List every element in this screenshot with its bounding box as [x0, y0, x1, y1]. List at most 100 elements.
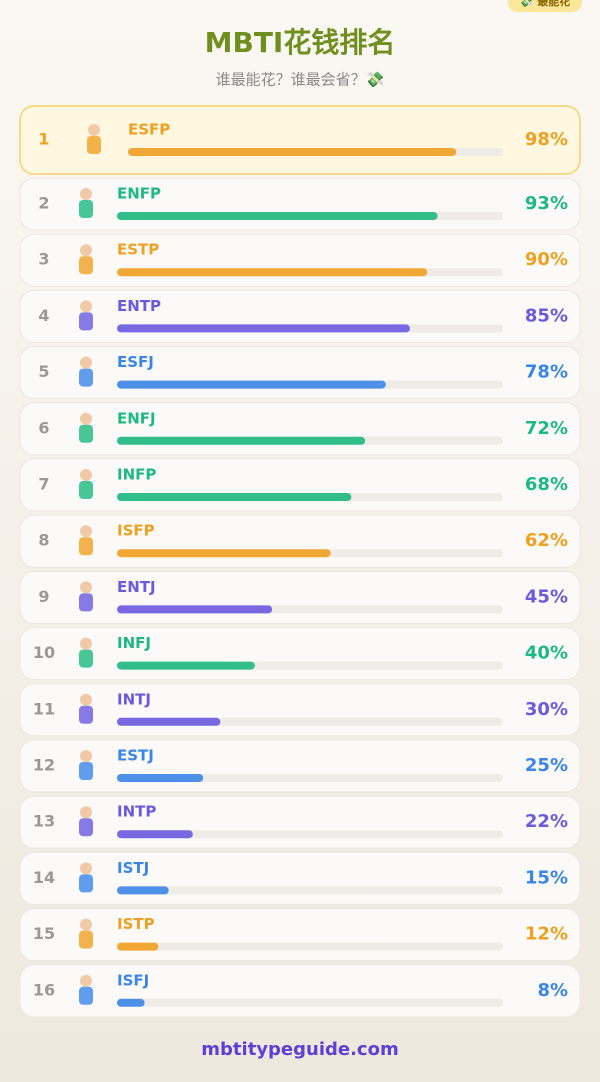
type-name: ISFP [117, 522, 155, 540]
chart-title: MBTI花钱排名 [205, 26, 396, 59]
avatar-body [79, 762, 93, 780]
rank: 13 [33, 812, 55, 831]
avatar-body [79, 368, 93, 387]
avatar-body [79, 537, 93, 556]
bar [117, 942, 159, 951]
avatar-head [80, 637, 92, 650]
avatar-body [79, 593, 93, 612]
value-label: 62% [525, 530, 568, 551]
rank: 14 [33, 868, 55, 887]
value-label: 68% [525, 474, 568, 495]
avatar-body [79, 705, 93, 724]
rank: 2 [38, 194, 49, 213]
type-name: ESFJ [117, 353, 154, 371]
avatar-head [80, 244, 92, 257]
avatar-head [80, 356, 92, 369]
type-name: INTJ [117, 690, 151, 708]
value-label: 78% [525, 362, 568, 383]
bar [117, 212, 438, 220]
bar-track [117, 886, 503, 895]
value-label: 45% [525, 586, 568, 607]
bar [128, 148, 457, 156]
row-card [19, 346, 581, 400]
avatar-head [80, 918, 92, 931]
bar [117, 493, 352, 501]
rank: 4 [38, 306, 49, 325]
avatar-head [80, 525, 92, 538]
bar [117, 717, 221, 726]
avatar-body [79, 874, 93, 893]
type-name: ENFP [117, 185, 161, 203]
value-label: 93% [525, 193, 568, 214]
avatar-head [80, 412, 92, 425]
avatar-body [79, 256, 93, 275]
rank: 8 [38, 531, 49, 550]
avatar-body [79, 481, 93, 499]
type-name: INFJ [117, 634, 151, 652]
type-name: ISTP [117, 915, 155, 933]
type-name: ENTJ [117, 578, 156, 596]
avatar-head [88, 124, 100, 136]
value-label: 30% [525, 699, 568, 720]
bar [117, 549, 331, 558]
rank: 12 [33, 756, 55, 775]
type-name: ISFJ [117, 971, 149, 989]
value-label: 72% [525, 418, 568, 439]
avatar-head [80, 974, 92, 987]
avatar-head [80, 300, 92, 313]
row-card [19, 233, 581, 287]
rank: 9 [38, 587, 49, 606]
value-label: 40% [525, 643, 568, 664]
bar-track [117, 774, 503, 782]
avatar-body [87, 136, 101, 154]
value-label: 12% [525, 924, 568, 945]
bar [117, 436, 366, 445]
bar [117, 661, 255, 670]
bar [117, 324, 410, 333]
row-card [19, 795, 581, 849]
avatar-head [80, 806, 92, 819]
avatar-head [80, 862, 92, 875]
bar [117, 830, 193, 839]
bar [117, 998, 145, 1007]
value-label: 8% [537, 980, 568, 1001]
type-name: ENFJ [117, 409, 156, 427]
rank: 1 [38, 130, 49, 149]
row-card [19, 739, 581, 793]
row-card [19, 851, 581, 905]
row-card [19, 964, 581, 1018]
type-name: ESFP [128, 121, 170, 139]
row-card [19, 289, 581, 343]
bar [117, 380, 386, 389]
value-label: 90% [525, 249, 568, 270]
rank: 11 [33, 699, 55, 718]
value-label: 15% [525, 867, 568, 888]
value-label: 25% [525, 755, 568, 776]
value-label: 85% [525, 305, 568, 326]
bar [117, 268, 428, 277]
avatar-body [79, 424, 93, 443]
bar-track [117, 942, 503, 951]
bar [117, 886, 169, 895]
bar [117, 774, 204, 782]
rank: 3 [38, 250, 49, 269]
row-card [19, 514, 581, 568]
avatar-head [80, 469, 92, 481]
type-name: ESTP [117, 241, 159, 259]
avatar-body [79, 930, 93, 949]
rank: 16 [33, 980, 55, 999]
row-card [19, 683, 581, 737]
rank: 15 [33, 924, 55, 943]
type-name: ISTJ [117, 859, 149, 877]
bar-track [117, 998, 503, 1007]
type-name: INFP [117, 466, 156, 484]
avatar-body [79, 649, 93, 668]
type-name: ESTJ [117, 747, 154, 765]
badge-bg [508, 0, 582, 12]
bar [117, 605, 273, 614]
avatar-body [79, 312, 93, 331]
avatar-head [80, 693, 92, 706]
row-card [19, 105, 581, 175]
type-name: ENTP [117, 297, 161, 315]
